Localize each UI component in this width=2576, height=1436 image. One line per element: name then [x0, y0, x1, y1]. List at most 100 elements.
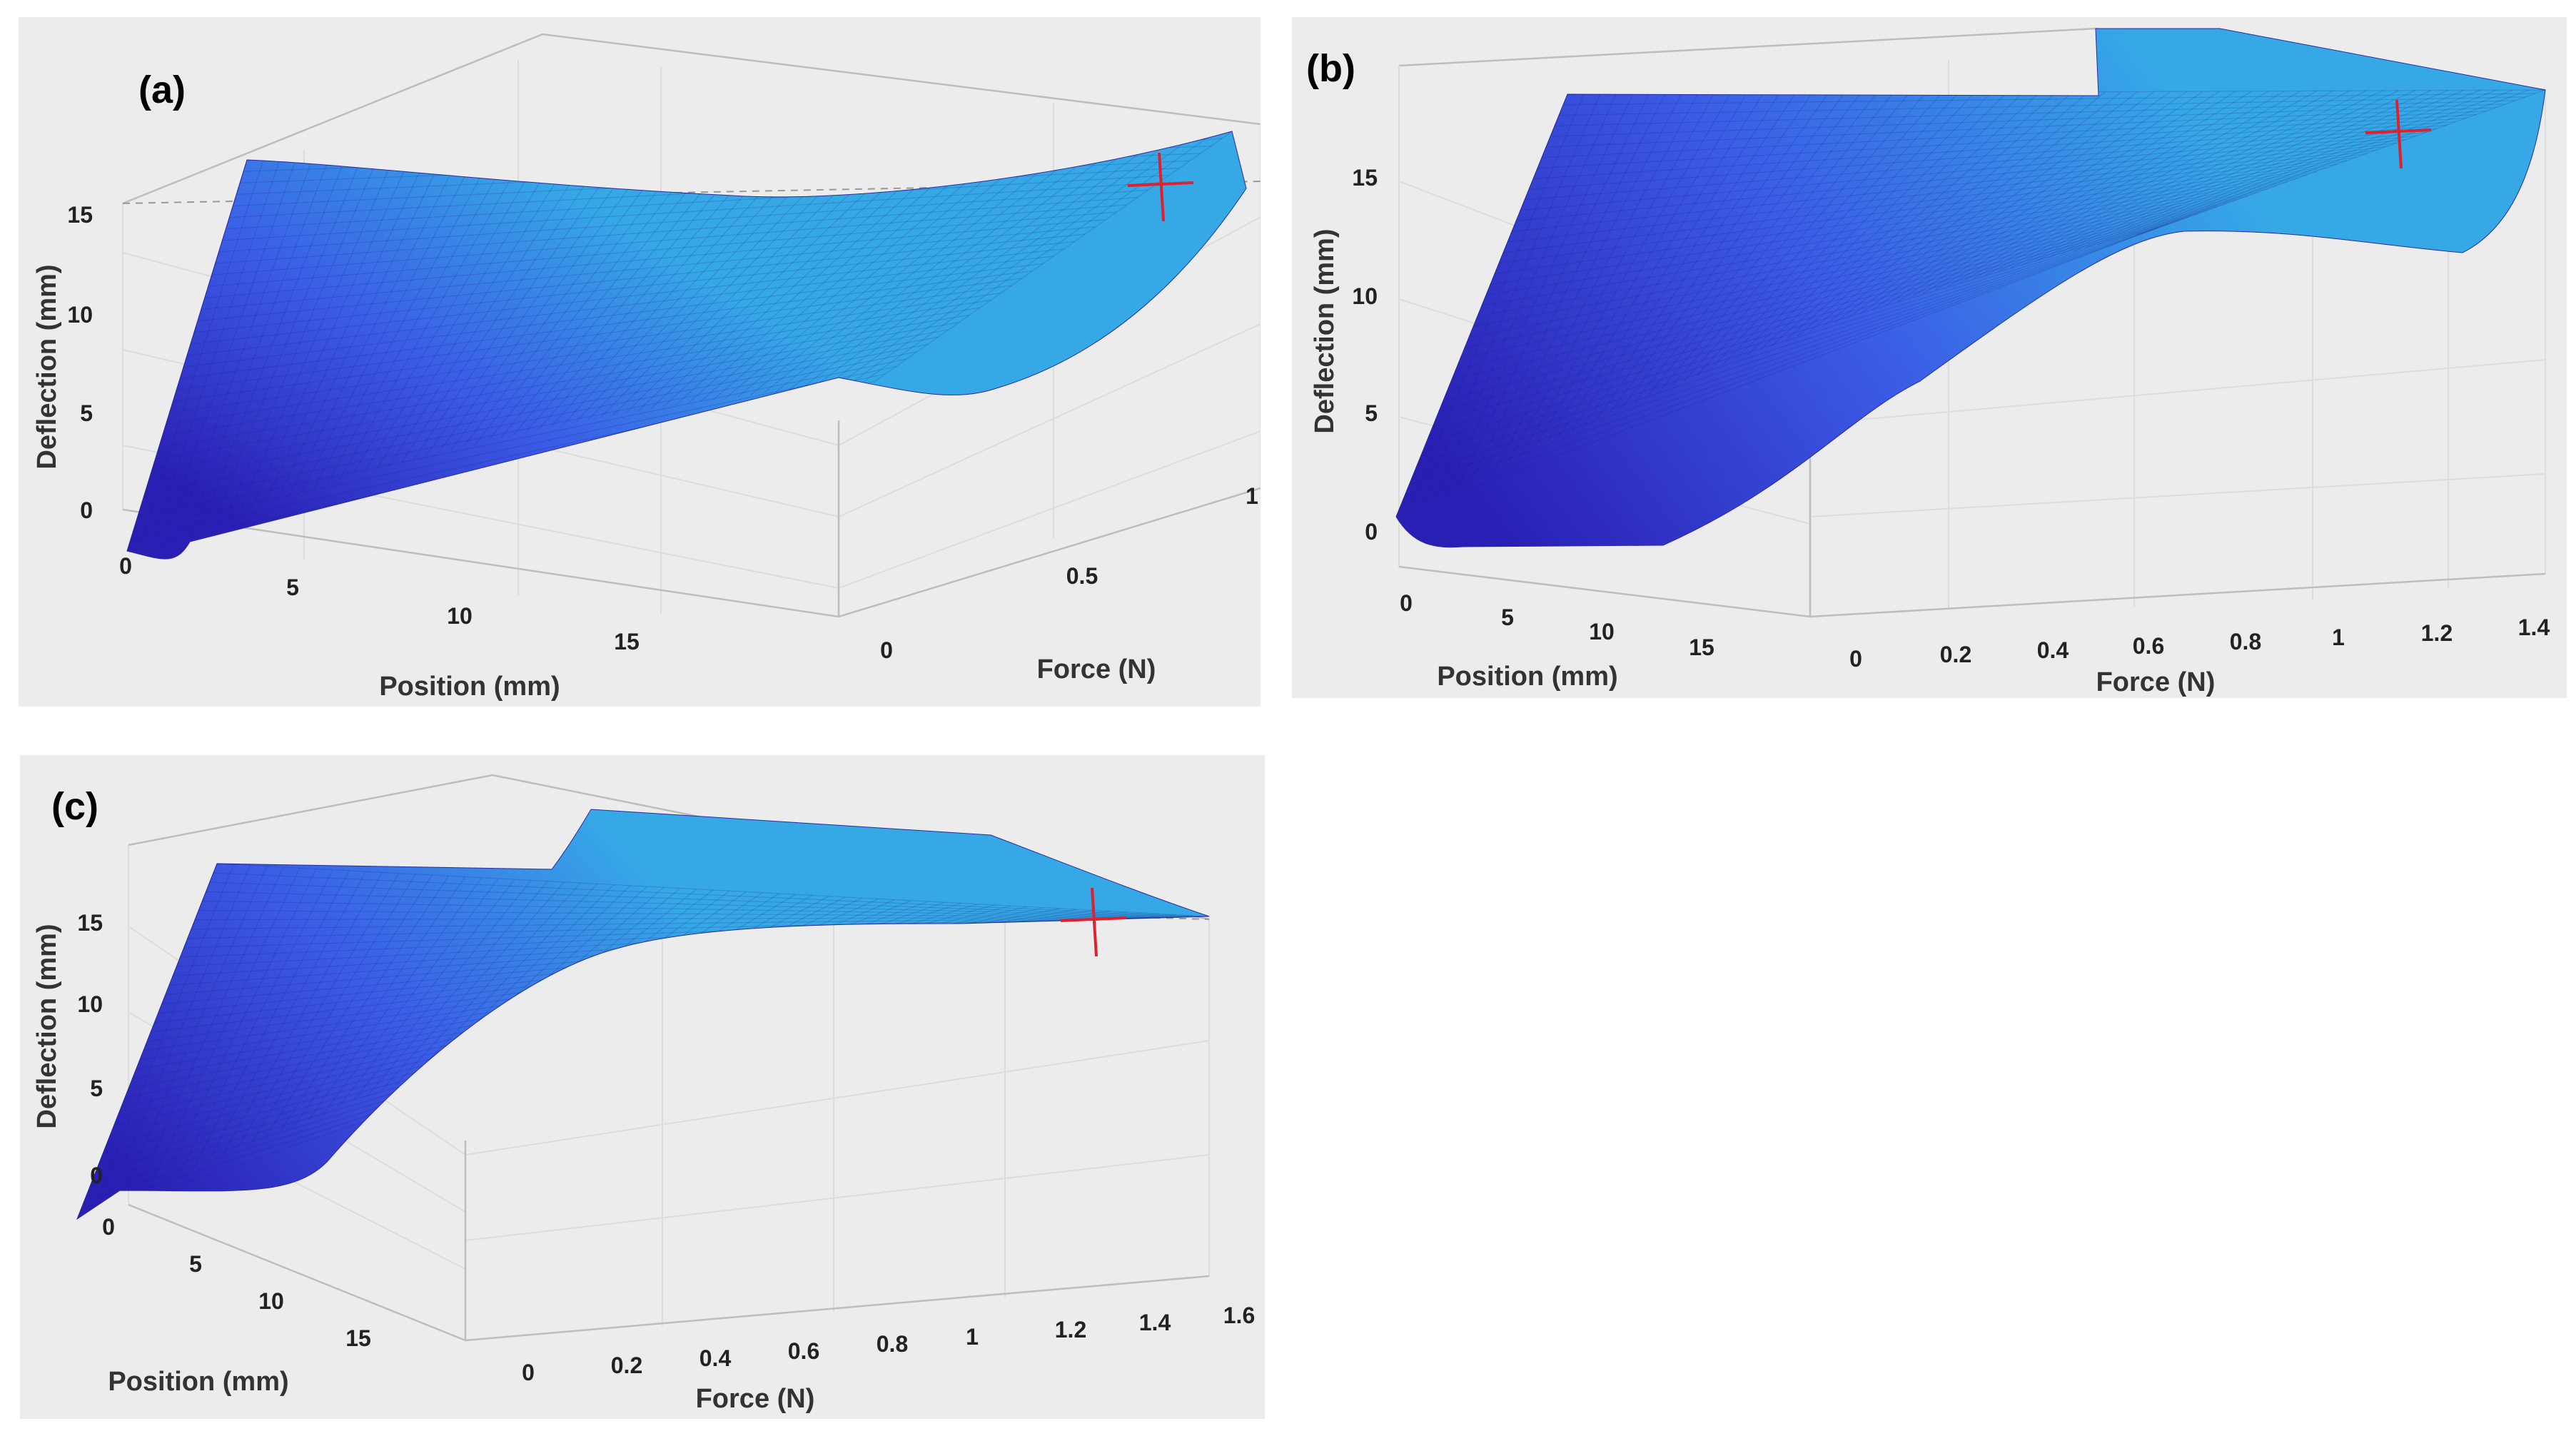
mesh-line: [187, 917, 1154, 939]
mesh-line: [1528, 121, 2456, 190]
x-tick-0: 0: [1400, 590, 1413, 616]
mesh-line: [144, 343, 928, 495]
mesh-line: [308, 877, 483, 1120]
mesh-line: [1684, 92, 1943, 381]
mesh-line: [1458, 93, 1650, 486]
mesh-line: [1734, 91, 2008, 360]
mesh-line: [1960, 90, 2301, 283]
mesh-line: [183, 263, 1044, 368]
mesh-line: [1408, 93, 1585, 511]
z-axis-label-c: Deflection (mm): [32, 924, 62, 1128]
mesh-line: [375, 150, 576, 470]
mesh-line: [169, 292, 1001, 414]
mesh-line: [236, 873, 400, 1150]
mesh-line: [1797, 91, 2090, 337]
x-tick-0: 0: [119, 553, 132, 579]
mesh-line: [1596, 93, 1829, 420]
y-tick-0.4: 0.4: [699, 1345, 732, 1371]
mesh-line: [1445, 93, 1633, 492]
mesh-line: [463, 146, 691, 447]
mesh-line: [2085, 89, 2465, 248]
mesh-line: [1541, 111, 2486, 158]
y-tick-0.2: 0.2: [1940, 642, 1971, 667]
z-tick-10: 10: [1352, 283, 1378, 309]
mesh-line: [425, 148, 642, 457]
mesh-line: [1515, 131, 2427, 222]
mesh-line: [1413, 216, 2188, 475]
mesh-line: [221, 872, 383, 1156]
y-tick-1: 1: [966, 1324, 979, 1350]
z-tick-0: 0: [80, 497, 93, 523]
mesh-line: [874, 131, 1233, 382]
mesh-line: [213, 156, 363, 522]
z-tick-0: 0: [90, 1163, 103, 1188]
mesh-line: [749, 136, 1069, 396]
surface-patch: [76, 809, 1210, 1220]
mesh-line: [1430, 202, 2228, 433]
y-tick-1: 1: [2332, 625, 2345, 650]
marker-vline: [1158, 152, 1165, 222]
y-tick-0.8: 0.8: [2230, 629, 2261, 654]
mesh-line: [1562, 93, 2536, 106]
mesh-line: [381, 881, 565, 1091]
z-tick-5: 5: [90, 1076, 103, 1101]
mesh-line: [1524, 124, 2447, 201]
mesh-line: [1434, 198, 2238, 423]
mesh-line: [1421, 209, 2208, 454]
mesh-line: [1533, 93, 1747, 450]
mesh-line: [202, 900, 1182, 918]
mesh-line: [120, 866, 268, 1200]
mesh-line: [1521, 93, 1731, 455]
mesh-line: [1470, 93, 1666, 480]
z-tick-10: 10: [77, 991, 103, 1017]
mesh-line: [2073, 90, 2448, 252]
mesh-line: [91, 864, 234, 1213]
max-deflection-marker-a: [1127, 152, 1194, 222]
mesh-line: [226, 156, 379, 517]
mesh-line: [166, 300, 991, 425]
z-tick-15: 15: [1352, 165, 1378, 191]
z-tick-10: 10: [67, 302, 93, 328]
mesh-line: [193, 241, 1075, 333]
mesh-line: [288, 153, 461, 497]
mesh-line: [208, 211, 1117, 287]
mesh-line: [1985, 90, 2334, 276]
mesh-line: [276, 153, 445, 501]
mesh-line: [338, 879, 515, 1108]
z-tick-15: 15: [77, 910, 103, 936]
mesh-line: [1433, 93, 1617, 498]
y-tick-0.8: 0.8: [877, 1331, 908, 1357]
mesh-line: [1759, 91, 2041, 351]
mesh-line: [2060, 90, 2432, 255]
mesh-line: [325, 152, 510, 485]
mesh-line: [1872, 91, 2188, 310]
mesh-line: [1697, 92, 1959, 376]
deflection-surface-c: [76, 809, 1210, 1220]
mesh-line: [1460, 178, 2298, 359]
y-tick-0.4: 0.4: [2037, 637, 2069, 663]
mesh-line: [1451, 185, 2278, 380]
mesh-line: [737, 136, 1052, 398]
mesh-line: [1884, 91, 2203, 306]
mesh-line: [413, 148, 625, 460]
mesh-line: [1571, 93, 1797, 432]
mesh-line: [138, 159, 264, 547]
mesh-line: [176, 278, 1022, 390]
x-tick-10: 10: [1589, 619, 1615, 644]
z-tick-5: 5: [1365, 400, 1378, 426]
z-tick-0: 0: [1365, 519, 1378, 545]
mesh-line: [188, 157, 330, 530]
y-tick-0: 0: [880, 637, 893, 663]
x-axis-label-c: Position (mm): [108, 1367, 288, 1397]
mesh-line: [849, 131, 1200, 385]
y-axis-label-c: Force (N): [696, 1384, 815, 1414]
mesh-line: [151, 329, 949, 471]
mesh-line: [162, 307, 981, 437]
mesh-line: [222, 182, 1159, 241]
y-tick-1.2: 1.2: [1055, 1317, 1086, 1343]
x-tick-5: 5: [1501, 605, 1514, 630]
surface-plot-b: (b) 15 10 5 0 Deflection (mm) 0 5 10 15 …: [1292, 17, 2567, 698]
mesh-line: [280, 875, 449, 1131]
z-axis-label-a: Deflection (mm): [32, 264, 62, 469]
mesh-line: [1455, 181, 2288, 370]
